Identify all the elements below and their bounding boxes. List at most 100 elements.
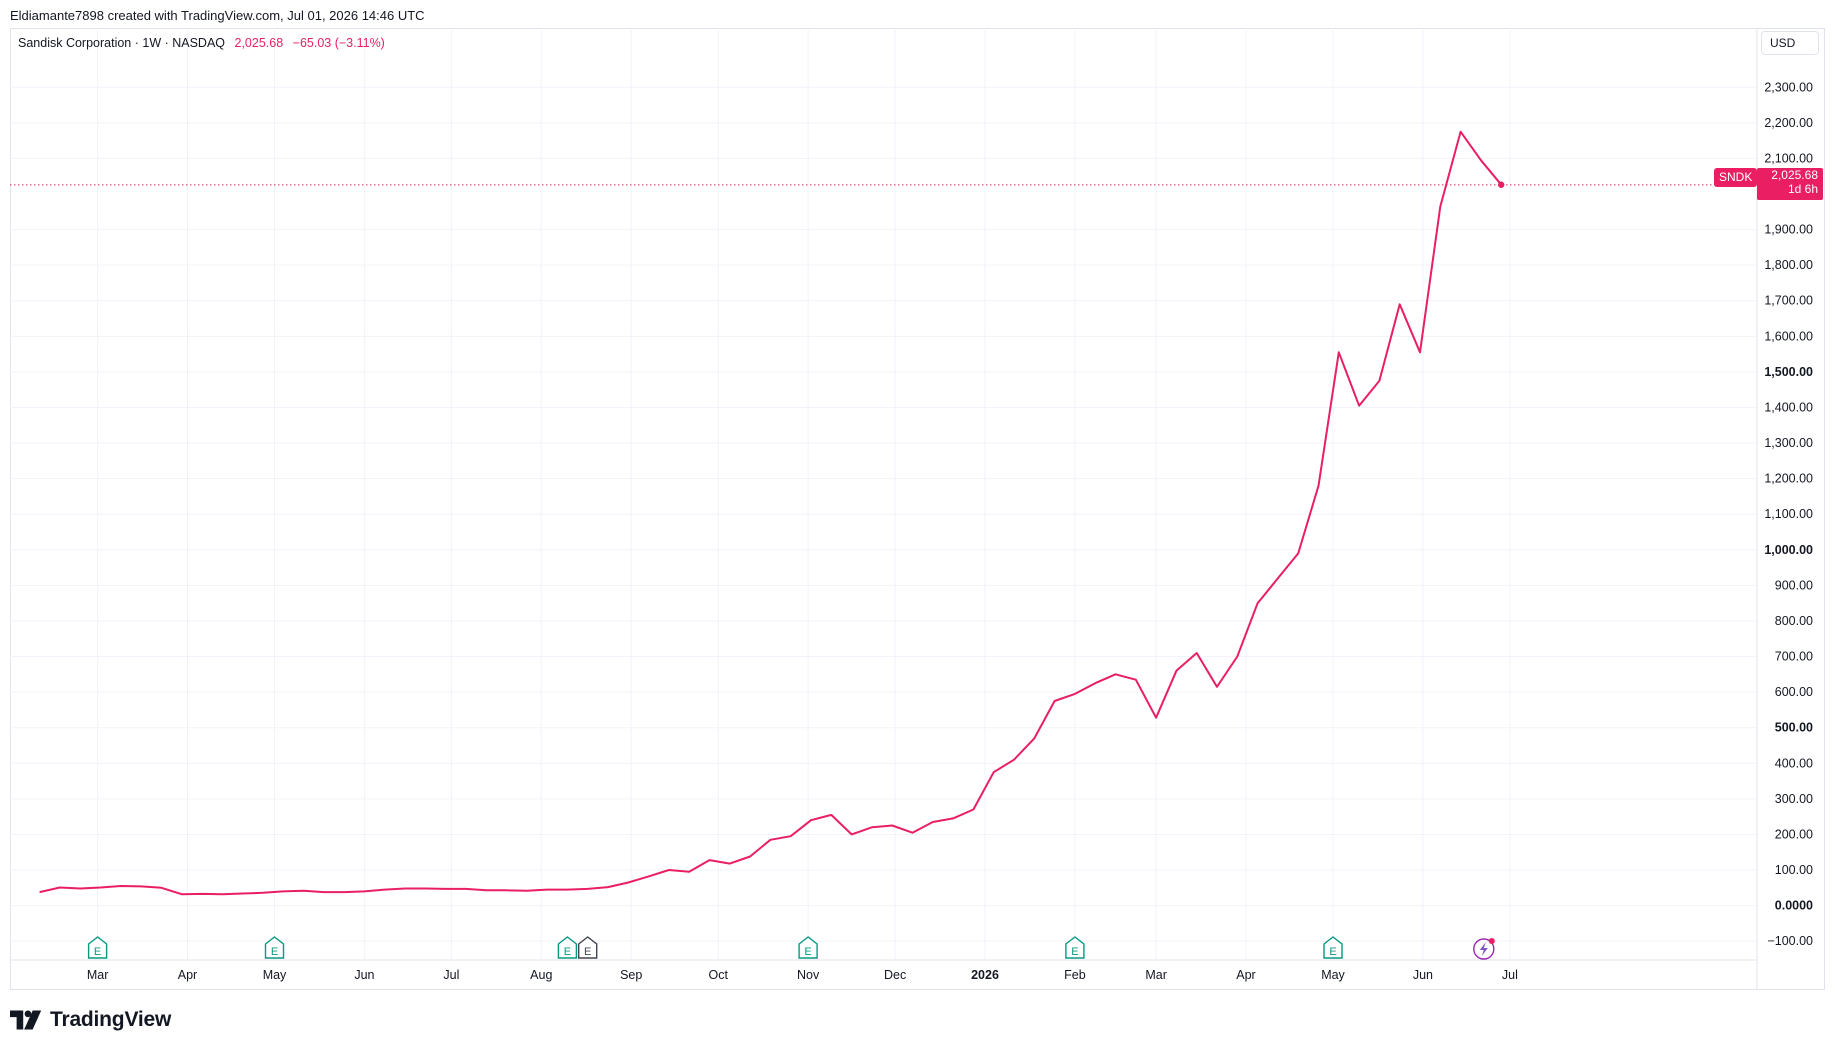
earnings-marker[interactable]: E	[578, 936, 598, 959]
price-point	[749, 855, 751, 857]
price-tick-label: 1,200.00	[1764, 472, 1813, 486]
chart-frame	[10, 28, 1825, 990]
last-price-tag: 2,025.68 1d 6h	[1757, 168, 1823, 200]
last-price-value: 2,025.68	[1771, 168, 1818, 182]
price-tick-label: −100.00	[1767, 934, 1813, 948]
price-point	[1155, 717, 1157, 719]
price-point	[160, 887, 162, 889]
legend-change: −65.03 (−3.11%)	[292, 36, 385, 50]
price-point	[871, 826, 873, 828]
time-tick-label: Mar	[1145, 968, 1167, 982]
price-point	[851, 833, 853, 835]
price-point	[242, 893, 244, 895]
price-point	[485, 889, 487, 891]
price-point	[546, 889, 548, 891]
price-point	[1297, 552, 1299, 554]
price-point	[140, 885, 142, 887]
earnings-marker-shape	[798, 936, 818, 959]
earnings-marker[interactable]: E	[264, 936, 285, 959]
bar-countdown: 1d 6h	[1787, 182, 1818, 196]
price-point	[1358, 405, 1360, 407]
price-tick-label: 2,100.00	[1764, 151, 1813, 165]
events-icon-dot	[1488, 938, 1495, 944]
chart-credit: Eldiamante7898 created with TradingView.…	[10, 8, 425, 23]
price-point	[100, 886, 102, 888]
price-point	[59, 886, 61, 888]
price-tick-label: 1,400.00	[1764, 400, 1813, 414]
earnings-marker-label: E	[271, 946, 278, 958]
price-point	[627, 881, 629, 883]
price-tick-label: 100.00	[1775, 863, 1813, 877]
price-point	[445, 888, 447, 890]
tradingview-logo[interactable]: TradingView	[10, 1008, 171, 1032]
price-point	[952, 817, 954, 819]
price-tick-label: 1,700.00	[1764, 294, 1813, 308]
price-point	[262, 892, 264, 894]
price-point	[1013, 759, 1015, 761]
earnings-marker[interactable]: E	[798, 936, 818, 959]
tradingview-logo-icon	[10, 1010, 42, 1030]
chart-grid	[10, 28, 1757, 960]
price-point	[688, 871, 690, 873]
price-tick-label: 700.00	[1775, 650, 1813, 664]
earnings-marker-label: E	[1071, 946, 1078, 958]
symbol-price-tag: SNDK	[1714, 168, 1758, 187]
legend-symbol: Sandisk Corporation · 1W · NASDAQ	[18, 36, 226, 50]
price-point	[1236, 656, 1238, 658]
price-point	[1094, 682, 1096, 684]
price-point	[607, 886, 609, 888]
price-point	[912, 832, 914, 834]
earnings-marker-shape	[264, 936, 285, 959]
time-tick-label: Dec	[884, 968, 906, 982]
price-point	[709, 859, 711, 861]
earnings-marker-label: E	[804, 946, 811, 958]
time-tick-label: Sep	[620, 968, 642, 982]
price-tick-label: 1,600.00	[1764, 329, 1813, 343]
price-point	[221, 893, 223, 895]
price-point	[79, 888, 81, 890]
legend-price: 2,025.68	[234, 36, 284, 50]
time-tick-label: 2026	[971, 968, 999, 982]
price-tick-label: 0.0000	[1775, 899, 1813, 913]
price-point	[566, 889, 568, 891]
price-point	[323, 891, 325, 893]
price-line[interactable]	[39, 130, 1502, 896]
events-icon-ring	[1473, 938, 1495, 960]
price-point	[526, 890, 528, 892]
earnings-marker[interactable]: E	[1323, 936, 1343, 959]
earnings-marker[interactable]: E	[87, 936, 108, 959]
price-tick-label: 600.00	[1775, 685, 1813, 699]
currency-button[interactable]: USD	[1761, 31, 1819, 55]
price-point	[668, 869, 670, 871]
earnings-marker[interactable]: E	[1065, 936, 1085, 959]
price-point	[506, 889, 508, 891]
time-tick-label: Nov	[797, 968, 820, 982]
earnings-marker[interactable]: E	[557, 936, 578, 959]
price-point	[1399, 303, 1401, 305]
price-point	[891, 825, 893, 827]
price-point	[1216, 686, 1218, 688]
price-tick-label: 800.00	[1775, 614, 1813, 628]
earnings-marker-label: E	[564, 946, 571, 958]
earnings-marker-shape	[1323, 936, 1343, 959]
price-point	[303, 890, 305, 892]
price-point	[1378, 380, 1380, 382]
price-tick-label: 1,300.00	[1764, 436, 1813, 450]
earnings-marker-label: E	[94, 946, 101, 958]
price-point	[384, 889, 386, 891]
price-point	[1135, 679, 1137, 681]
earnings-marker-shape	[1065, 936, 1085, 959]
price-point	[830, 814, 832, 816]
price-point	[1033, 737, 1035, 739]
price-point	[1277, 577, 1279, 579]
upcoming-events-icon[interactable]	[1473, 938, 1495, 960]
symbol-legend[interactable]: Sandisk Corporation · 1W · NASDAQ 2,025.…	[18, 36, 385, 50]
time-tick-label: Oct	[708, 968, 728, 982]
price-tick-label: 500.00	[1775, 721, 1813, 735]
price-point	[181, 893, 183, 895]
price-point	[201, 893, 203, 895]
price-tick-label: 2,200.00	[1764, 116, 1813, 130]
price-point	[769, 839, 771, 841]
